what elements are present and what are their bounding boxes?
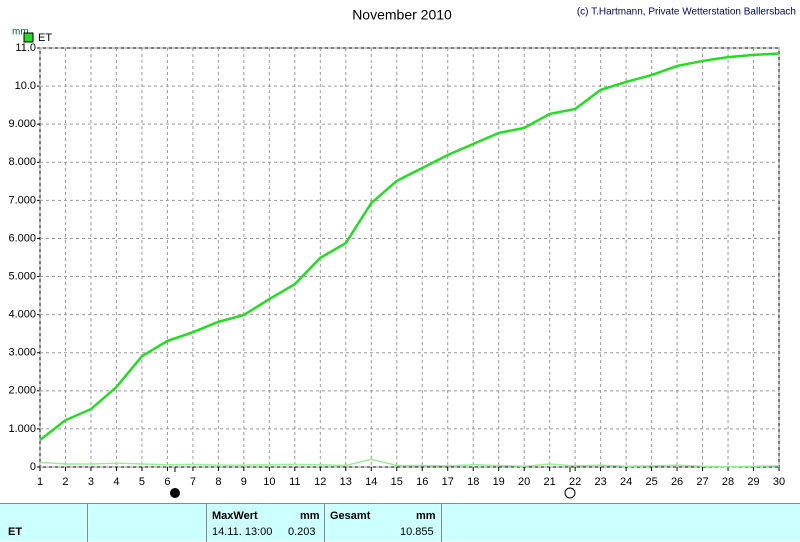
x-tick-label: 2 [62,476,68,488]
chart-title: November 2010 [352,7,452,23]
legend-swatch [23,32,34,43]
summary-table: ET MaxWert mm Gesamt mm 14.11. 13:00 0.2… [0,503,800,542]
x-tick-label: 27 [696,476,708,488]
x-tick-label: 1 [37,476,43,488]
x-tick-label: 9 [241,476,247,488]
table-cell [0,504,88,542]
x-tick-label: 19 [493,476,505,488]
x-tick-label: 21 [544,476,556,488]
column-header: MaxWert [212,510,258,522]
x-tick-label: 8 [215,476,221,488]
x-tick-label: 29 [747,476,759,488]
column-header: Gesamt [330,510,371,522]
x-tick-label: 22 [569,476,581,488]
chart: November 2010 (c) T.Hartmann, Private We… [8,7,796,499]
x-tick-label: 17 [442,476,454,488]
series-line [39,458,780,468]
x-tick-label: 23 [594,476,606,488]
x-tick-label: 26 [671,476,683,488]
full-moon-icon [564,487,576,499]
table-cell [88,504,207,542]
series-line [39,52,780,441]
x-tick-label: 7 [190,476,196,488]
table-cell [207,504,325,542]
max-value: 0.203 [288,526,316,538]
x-tick-label: 15 [391,476,403,488]
x-tick-label: 18 [467,476,479,488]
x-tick-label: 30 [773,476,785,488]
y-tick-label: 5.000 [8,270,36,282]
x-tick-label: 12 [314,476,326,488]
credit: (c) T.Hartmann, Private Wetterstation Ba… [577,7,796,18]
x-tick-label: 6 [164,476,170,488]
x-tick-label: 3 [88,476,94,488]
y-tick-label: 3.000 [8,347,36,359]
x-tick-label: 16 [416,476,428,488]
y-tick-label: 10.0 [15,80,36,92]
y-tick-label: 8.000 [8,156,36,168]
x-tick-label: 5 [139,476,145,488]
max-time: 14.11. 13:00 [212,526,273,538]
y-tick-label: 2.000 [8,385,36,397]
legend-label: ET [38,32,52,44]
y-tick-label: 1.000 [8,423,36,435]
y-tick-label: 9.000 [8,118,36,130]
y-unit: mm [12,27,29,38]
column-unit: mm [300,510,320,522]
x-tick-label: 4 [113,476,119,488]
x-tick-label: 24 [620,476,632,488]
x-tick-label: 14 [365,476,377,488]
x-tick-label: 10 [263,476,275,488]
y-tick-label: 7.000 [8,194,36,206]
x-tick-label: 20 [518,476,530,488]
total-value: 10.855 [400,526,434,538]
x-tick-label: 11 [289,476,300,488]
table-cell [325,504,442,542]
row-label: ET [8,526,23,538]
plot-area [39,47,780,468]
new-moon-icon [170,488,180,498]
y-tick-label: 6.000 [8,232,36,244]
x-tick-label: 13 [340,476,352,488]
column-unit: mm [416,510,436,522]
y-tick-label: 4.000 [8,309,36,321]
x-tick-label: 25 [645,476,657,488]
y-tick-label: 0 [30,461,36,473]
y-tick-label: 11.0 [15,42,36,54]
x-tick-label: 28 [722,476,734,488]
